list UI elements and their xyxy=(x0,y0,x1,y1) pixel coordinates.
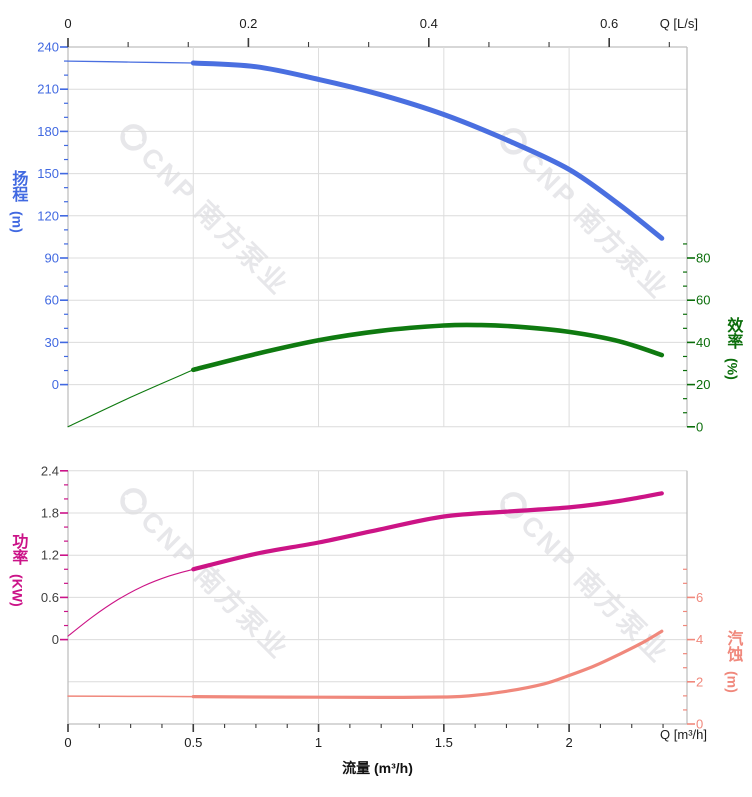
top-panel-grid xyxy=(67,46,688,428)
watermark: CNP 南方泵业 xyxy=(120,488,296,666)
top-x-tick-label: 0.6 xyxy=(600,16,618,31)
watermark-text: CNP 南方泵业 xyxy=(515,145,676,306)
npsh-axis-tick-label: 2 xyxy=(696,674,703,689)
bottom-x-tick-label: 1.5 xyxy=(435,735,453,750)
top-x-axis: 0 0.2 0.4 0.6 xyxy=(64,16,670,47)
efficiency-axis-title: 效率(%) xyxy=(724,317,742,380)
power-axis-tick-label: 0 xyxy=(52,632,59,647)
efficiency-axis-tick-label: 0 xyxy=(696,419,703,434)
npsh-axis-tick-label: 4 xyxy=(696,632,703,647)
head-axis: 240 210 180 150 120 90 60 30 0 xyxy=(37,40,68,392)
bottom-x-tick-label: 0.5 xyxy=(184,735,202,750)
watermark-text: CNP 南方泵业 xyxy=(515,509,676,670)
watermark: CNP 南方泵业 xyxy=(500,492,676,670)
npsh-axis-title: 汽蚀(m) xyxy=(724,630,742,693)
power-axis-tick-label: 0.6 xyxy=(41,590,59,605)
head-axis-tick-label: 90 xyxy=(45,251,59,266)
watermark-text: CNP 南方泵业 xyxy=(135,141,296,302)
watermark: CNP 南方泵业 xyxy=(500,128,676,306)
bottom-panel-grid xyxy=(67,470,688,725)
head-axis-tick-label: 60 xyxy=(45,293,59,308)
head-axis-tick-label: 30 xyxy=(45,335,59,350)
efficiency-axis: 80 60 40 20 0 xyxy=(683,243,710,434)
efficiency-axis-tick-label: 20 xyxy=(696,377,710,392)
head-axis-title: 扬程(m) xyxy=(9,170,27,233)
bottom-x-axis: 0 0.5 1 1.5 2 xyxy=(64,724,664,750)
watermark: CNP 南方泵业 xyxy=(120,124,296,302)
head-curve xyxy=(67,60,665,241)
head-axis-tick-label: 150 xyxy=(37,166,59,181)
power-curve xyxy=(67,491,664,637)
bottom-x-tick-label: 0 xyxy=(64,735,71,750)
npsh-axis-tick-label: 6 xyxy=(696,590,703,605)
cnp-logo-icon xyxy=(120,124,147,151)
efficiency-curve xyxy=(67,322,665,428)
top-x-tick-label: 0.4 xyxy=(420,16,438,31)
bottom-axis-unit-label: Q [m³/h] xyxy=(660,727,707,742)
efficiency-axis-tick-label: 40 xyxy=(696,335,710,350)
top-x-tick-label: 0 xyxy=(64,16,71,31)
watermark-text: CNP 南方泵业 xyxy=(135,505,296,666)
power-axis-tick-label: 2.4 xyxy=(41,463,59,478)
top-x-tick-label: 0.2 xyxy=(239,16,257,31)
power-axis: 2.4 1.8 1.2 0.6 0 xyxy=(41,463,68,647)
power-axis-tick-label: 1.8 xyxy=(41,506,59,521)
npsh-curve xyxy=(67,629,664,700)
bottom-x-tick-label: 2 xyxy=(565,735,572,750)
efficiency-axis-tick-label: 60 xyxy=(696,293,710,308)
top-axis-unit-label: Q [L/s] xyxy=(659,16,698,31)
head-axis-tick-label: 240 xyxy=(37,40,59,55)
npsh-axis-tick-label: 0 xyxy=(696,717,703,732)
head-axis-tick-label: 180 xyxy=(37,124,59,139)
power-axis-title: 功率(KW) xyxy=(9,533,27,607)
cnp-logo-icon xyxy=(120,488,147,515)
cnp-logo-icon xyxy=(500,128,527,155)
head-axis-tick-label: 120 xyxy=(37,208,59,223)
watermarks: CNP 南方泵业 CNP 南方泵业 CNP 南方泵业 CNP 南方泵业 xyxy=(120,124,676,670)
efficiency-axis-tick-label: 80 xyxy=(696,251,710,266)
bottom-x-tick-label: 1 xyxy=(315,735,322,750)
power-axis-tick-label: 1.2 xyxy=(41,548,59,563)
flow-axis-title: 流量 (m³/h) xyxy=(342,760,413,776)
head-axis-tick-label: 210 xyxy=(37,82,59,97)
head-axis-tick-label: 0 xyxy=(52,377,59,392)
npsh-axis: 6 4 2 0 xyxy=(683,568,703,732)
